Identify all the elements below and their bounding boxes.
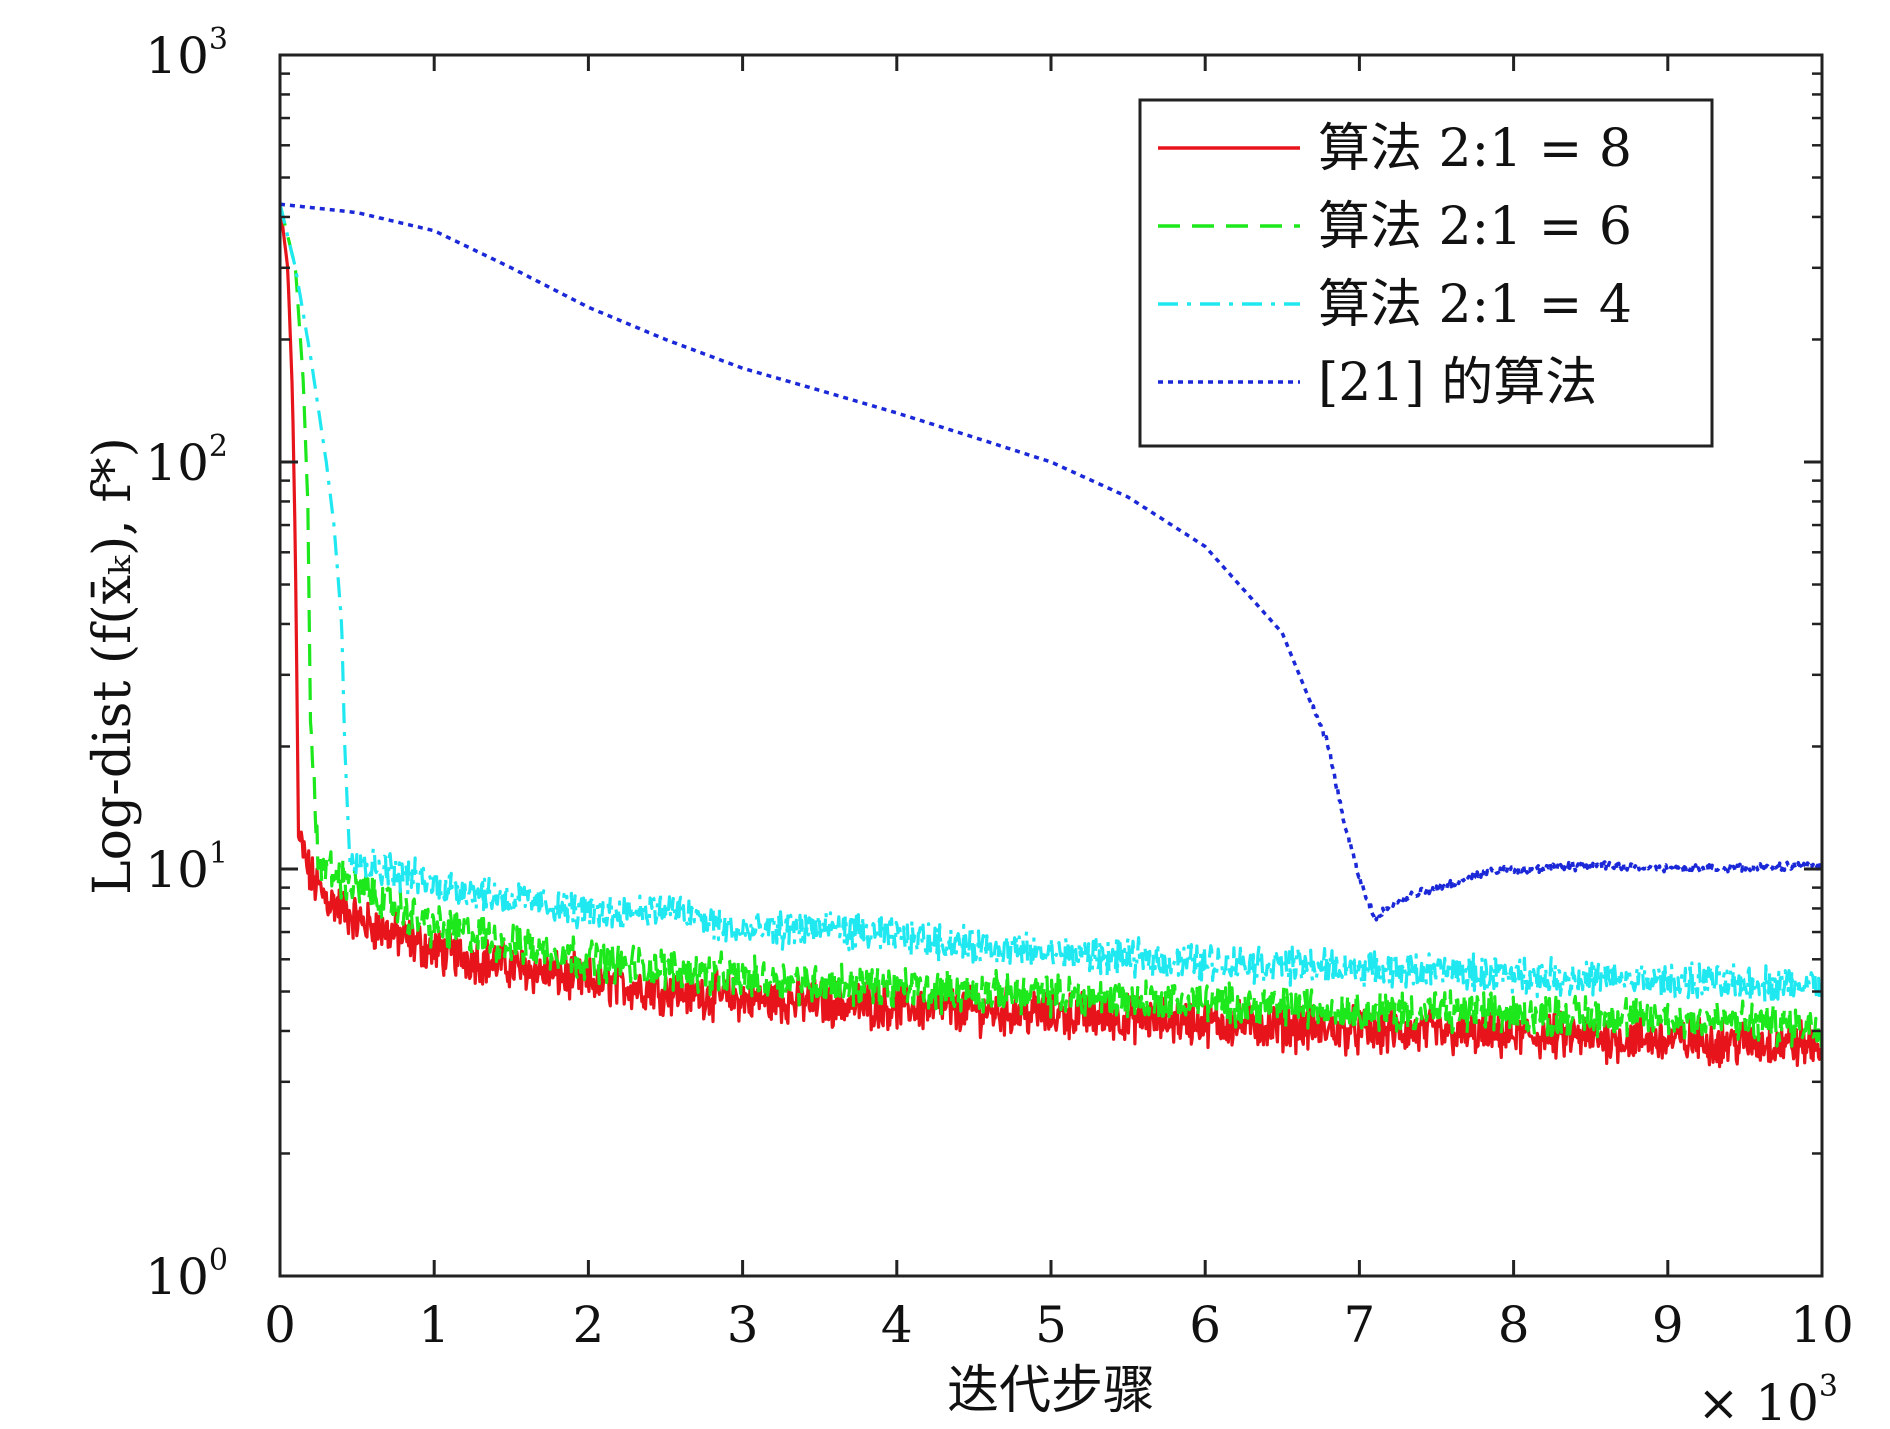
x-tick-label: 2 (572, 1296, 604, 1354)
x-tick-label: 8 (1498, 1296, 1530, 1354)
y-tick-exponent: 3 (209, 22, 228, 57)
legend-item: [21] 的算法 (1158, 353, 1597, 413)
y-tick-base: 10 (145, 27, 209, 85)
x-tick-label: 0 (264, 1296, 296, 1354)
y-tick-base: 10 (145, 841, 209, 899)
series-line-2 (280, 203, 1822, 1048)
y-axis-title: Log-dist (f(x̄ₖ), f*) (83, 437, 143, 895)
legend-item: 算法 2:1 = 6 (1158, 197, 1632, 257)
series-1 (280, 204, 1822, 1069)
legend-item: 算法 2:1 = 8 (1158, 119, 1632, 179)
legend: 算法 2:1 = 8 算法 2:1 = 6 算法 2:1 = 4 [21] 的算法 (1138, 98, 1714, 448)
y-tick-base: 10 (145, 434, 209, 492)
x-multiplier-exp: 3 (1819, 1369, 1838, 1404)
legend-label: 算法 2:1 = 6 (1318, 197, 1632, 257)
x-axis-title: 迭代步骤 (947, 1361, 1155, 1421)
y-tick-label: 101 (145, 836, 228, 899)
y-tick-label: 102 (145, 429, 228, 492)
y-tick-exponent: 1 (209, 836, 228, 871)
x-axis-multiplier: × 103 (1697, 1369, 1838, 1429)
series-4 (280, 202, 1822, 922)
x-tick-label: 9 (1652, 1296, 1684, 1354)
series-layer (280, 202, 1822, 1069)
y-tick-base: 10 (145, 1248, 209, 1306)
y-tick-label: 103 (145, 22, 228, 85)
legend-box (1138, 98, 1714, 448)
x-tick-label: 10 (1790, 1296, 1854, 1354)
series-line-3 (280, 203, 1822, 1004)
legend-label: 算法 2:1 = 4 (1318, 275, 1632, 335)
series-line-4 (280, 202, 1822, 922)
y-tick-label: 100 (145, 1243, 228, 1306)
series-line-1 (280, 204, 1822, 1069)
legend-item: 算法 2:1 = 4 (1158, 275, 1632, 335)
legend-label: 算法 2:1 = 8 (1318, 119, 1632, 179)
x-tick-label: 1 (418, 1296, 450, 1354)
series-3 (280, 203, 1822, 1004)
series-2 (280, 203, 1822, 1048)
x-tick-labels: 0 1 2 3 4 5 6 7 8 9 10 (264, 1296, 1854, 1354)
x-multiplier-base: × 10 (1697, 1374, 1818, 1429)
legend-label: [21] 的算法 (1318, 353, 1597, 413)
y-tick-exponent: 2 (209, 429, 228, 464)
x-tick-label: 4 (881, 1296, 913, 1354)
x-tick-label: 3 (727, 1296, 759, 1354)
x-tick-label: 7 (1343, 1296, 1375, 1354)
x-tick-label: 6 (1189, 1296, 1221, 1354)
x-tick-label: 5 (1035, 1296, 1067, 1354)
plot-frame (278, 53, 1824, 1278)
y-tick-exponent: 0 (209, 1243, 228, 1278)
legend-entries: 算法 2:1 = 8 算法 2:1 = 6 算法 2:1 = 4 [21] 的算法 (1158, 119, 1632, 413)
